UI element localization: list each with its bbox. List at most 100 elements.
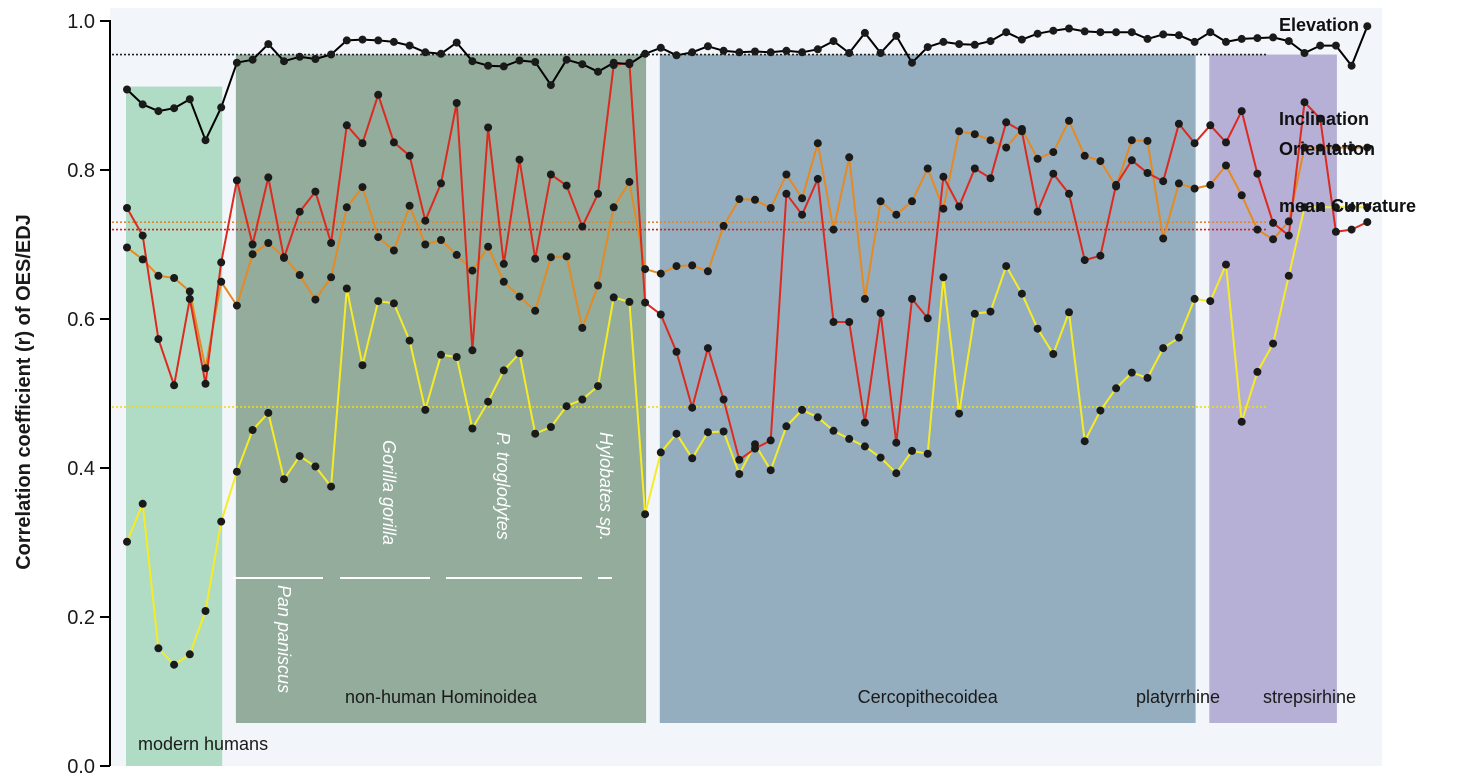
point-mean-curvature	[876, 453, 885, 462]
point-inclination	[515, 155, 524, 164]
point-mean-curvature	[217, 517, 226, 526]
point-mean-curvature	[798, 405, 807, 414]
point-mean-curvature	[1174, 333, 1183, 342]
point-mean-curvature	[232, 467, 241, 476]
point-orientation	[955, 127, 964, 136]
point-elevation	[295, 52, 304, 61]
point-elevation	[389, 37, 398, 46]
point-inclination	[641, 298, 650, 307]
point-orientation	[829, 225, 838, 234]
point-inclination	[845, 318, 854, 326]
point-inclination	[546, 170, 555, 179]
point-elevation	[578, 60, 587, 69]
point-orientation	[719, 221, 728, 230]
point-mean-curvature	[405, 336, 414, 345]
point-inclination	[1033, 207, 1042, 216]
point-orientation	[782, 170, 791, 179]
point-elevation	[1159, 30, 1168, 39]
point-orientation	[923, 164, 932, 173]
point-inclination	[578, 222, 587, 231]
series-labels: Elevation Inclination Orientation mean Curv…	[1279, 15, 1416, 216]
point-mean-curvature	[986, 307, 995, 316]
point-inclination	[719, 395, 728, 404]
point-mean-curvature	[531, 429, 540, 438]
point-elevation	[280, 57, 288, 66]
point-inclination	[1363, 218, 1372, 227]
group-label-platyrrhine: platyrrhine	[1136, 687, 1220, 707]
point-orientation	[766, 204, 775, 212]
point-mean-curvature	[421, 405, 430, 414]
point-elevation	[1363, 22, 1372, 31]
point-inclination	[468, 346, 477, 355]
point-mean-curvature	[955, 409, 964, 418]
point-mean-curvature	[452, 353, 461, 361]
point-inclination	[766, 436, 775, 445]
point-inclination	[860, 418, 869, 427]
point-mean-curvature	[1347, 203, 1356, 212]
point-inclination	[327, 239, 336, 247]
point-mean-curvature	[1237, 417, 1246, 426]
point-orientation	[641, 265, 650, 274]
point-elevation	[1174, 31, 1183, 40]
point-mean-curvature	[1127, 368, 1136, 377]
point-orientation	[295, 271, 304, 279]
point-mean-curvature	[970, 309, 979, 318]
point-orientation	[421, 240, 430, 249]
point-mean-curvature	[1112, 384, 1121, 393]
point-elevation	[248, 55, 257, 64]
point-inclination	[1190, 139, 1199, 148]
point-mean-curvature	[1316, 203, 1325, 212]
point-orientation	[405, 201, 414, 210]
y-tick-label: 1.0	[67, 11, 95, 33]
y-tick-label: 0.2	[67, 607, 95, 629]
group-bands: modern humans non-human Hominoidea Cercopi…	[126, 54, 1356, 766]
point-inclination	[358, 139, 367, 148]
point-inclination	[939, 172, 948, 181]
point-inclination	[1002, 118, 1011, 127]
point-mean-curvature	[892, 469, 901, 478]
point-elevation	[703, 42, 712, 51]
point-elevation	[813, 45, 822, 54]
point-elevation	[955, 40, 964, 49]
point-elevation	[1237, 34, 1246, 43]
point-orientation	[1002, 143, 1011, 152]
point-inclination	[1316, 114, 1325, 123]
point-orientation	[515, 292, 524, 301]
point-elevation	[499, 62, 508, 71]
point-mean-curvature	[641, 510, 650, 519]
point-elevation	[374, 36, 383, 45]
point-orientation	[358, 183, 367, 192]
point-elevation	[1347, 61, 1356, 70]
point-inclination	[280, 253, 288, 262]
point-elevation	[656, 43, 665, 52]
subgroup-label-p-troglodytes: P. troglodytes	[493, 432, 513, 540]
point-elevation	[829, 37, 838, 46]
point-elevation	[1316, 41, 1325, 50]
point-inclination	[311, 187, 320, 196]
point-elevation	[342, 36, 351, 45]
point-inclination	[1253, 169, 1262, 178]
point-orientation	[342, 203, 351, 212]
point-orientation	[201, 364, 210, 373]
group-label-non-human-hominoidea: non-human Hominoidea	[345, 687, 538, 707]
point-orientation	[1222, 161, 1230, 170]
y-axis: 0.0 0.2 0.4 0.6 0.8 1.0	[67, 11, 111, 776]
point-orientation	[499, 277, 508, 286]
point-orientation	[1080, 151, 1089, 160]
point-elevation	[421, 48, 430, 57]
point-orientation	[531, 306, 540, 315]
point-mean-curvature	[1190, 294, 1199, 303]
point-elevation	[358, 35, 367, 44]
point-mean-curvature	[1269, 339, 1278, 348]
point-mean-curvature	[672, 429, 681, 438]
point-mean-curvature	[484, 397, 493, 406]
point-mean-curvature	[1222, 260, 1230, 269]
point-inclination	[201, 379, 210, 388]
point-mean-curvature	[154, 644, 163, 653]
point-elevation	[1253, 34, 1262, 43]
point-inclination	[531, 254, 540, 263]
band-platyrrhine	[1209, 54, 1337, 723]
point-orientation	[1284, 217, 1293, 226]
point-orientation	[908, 197, 916, 206]
